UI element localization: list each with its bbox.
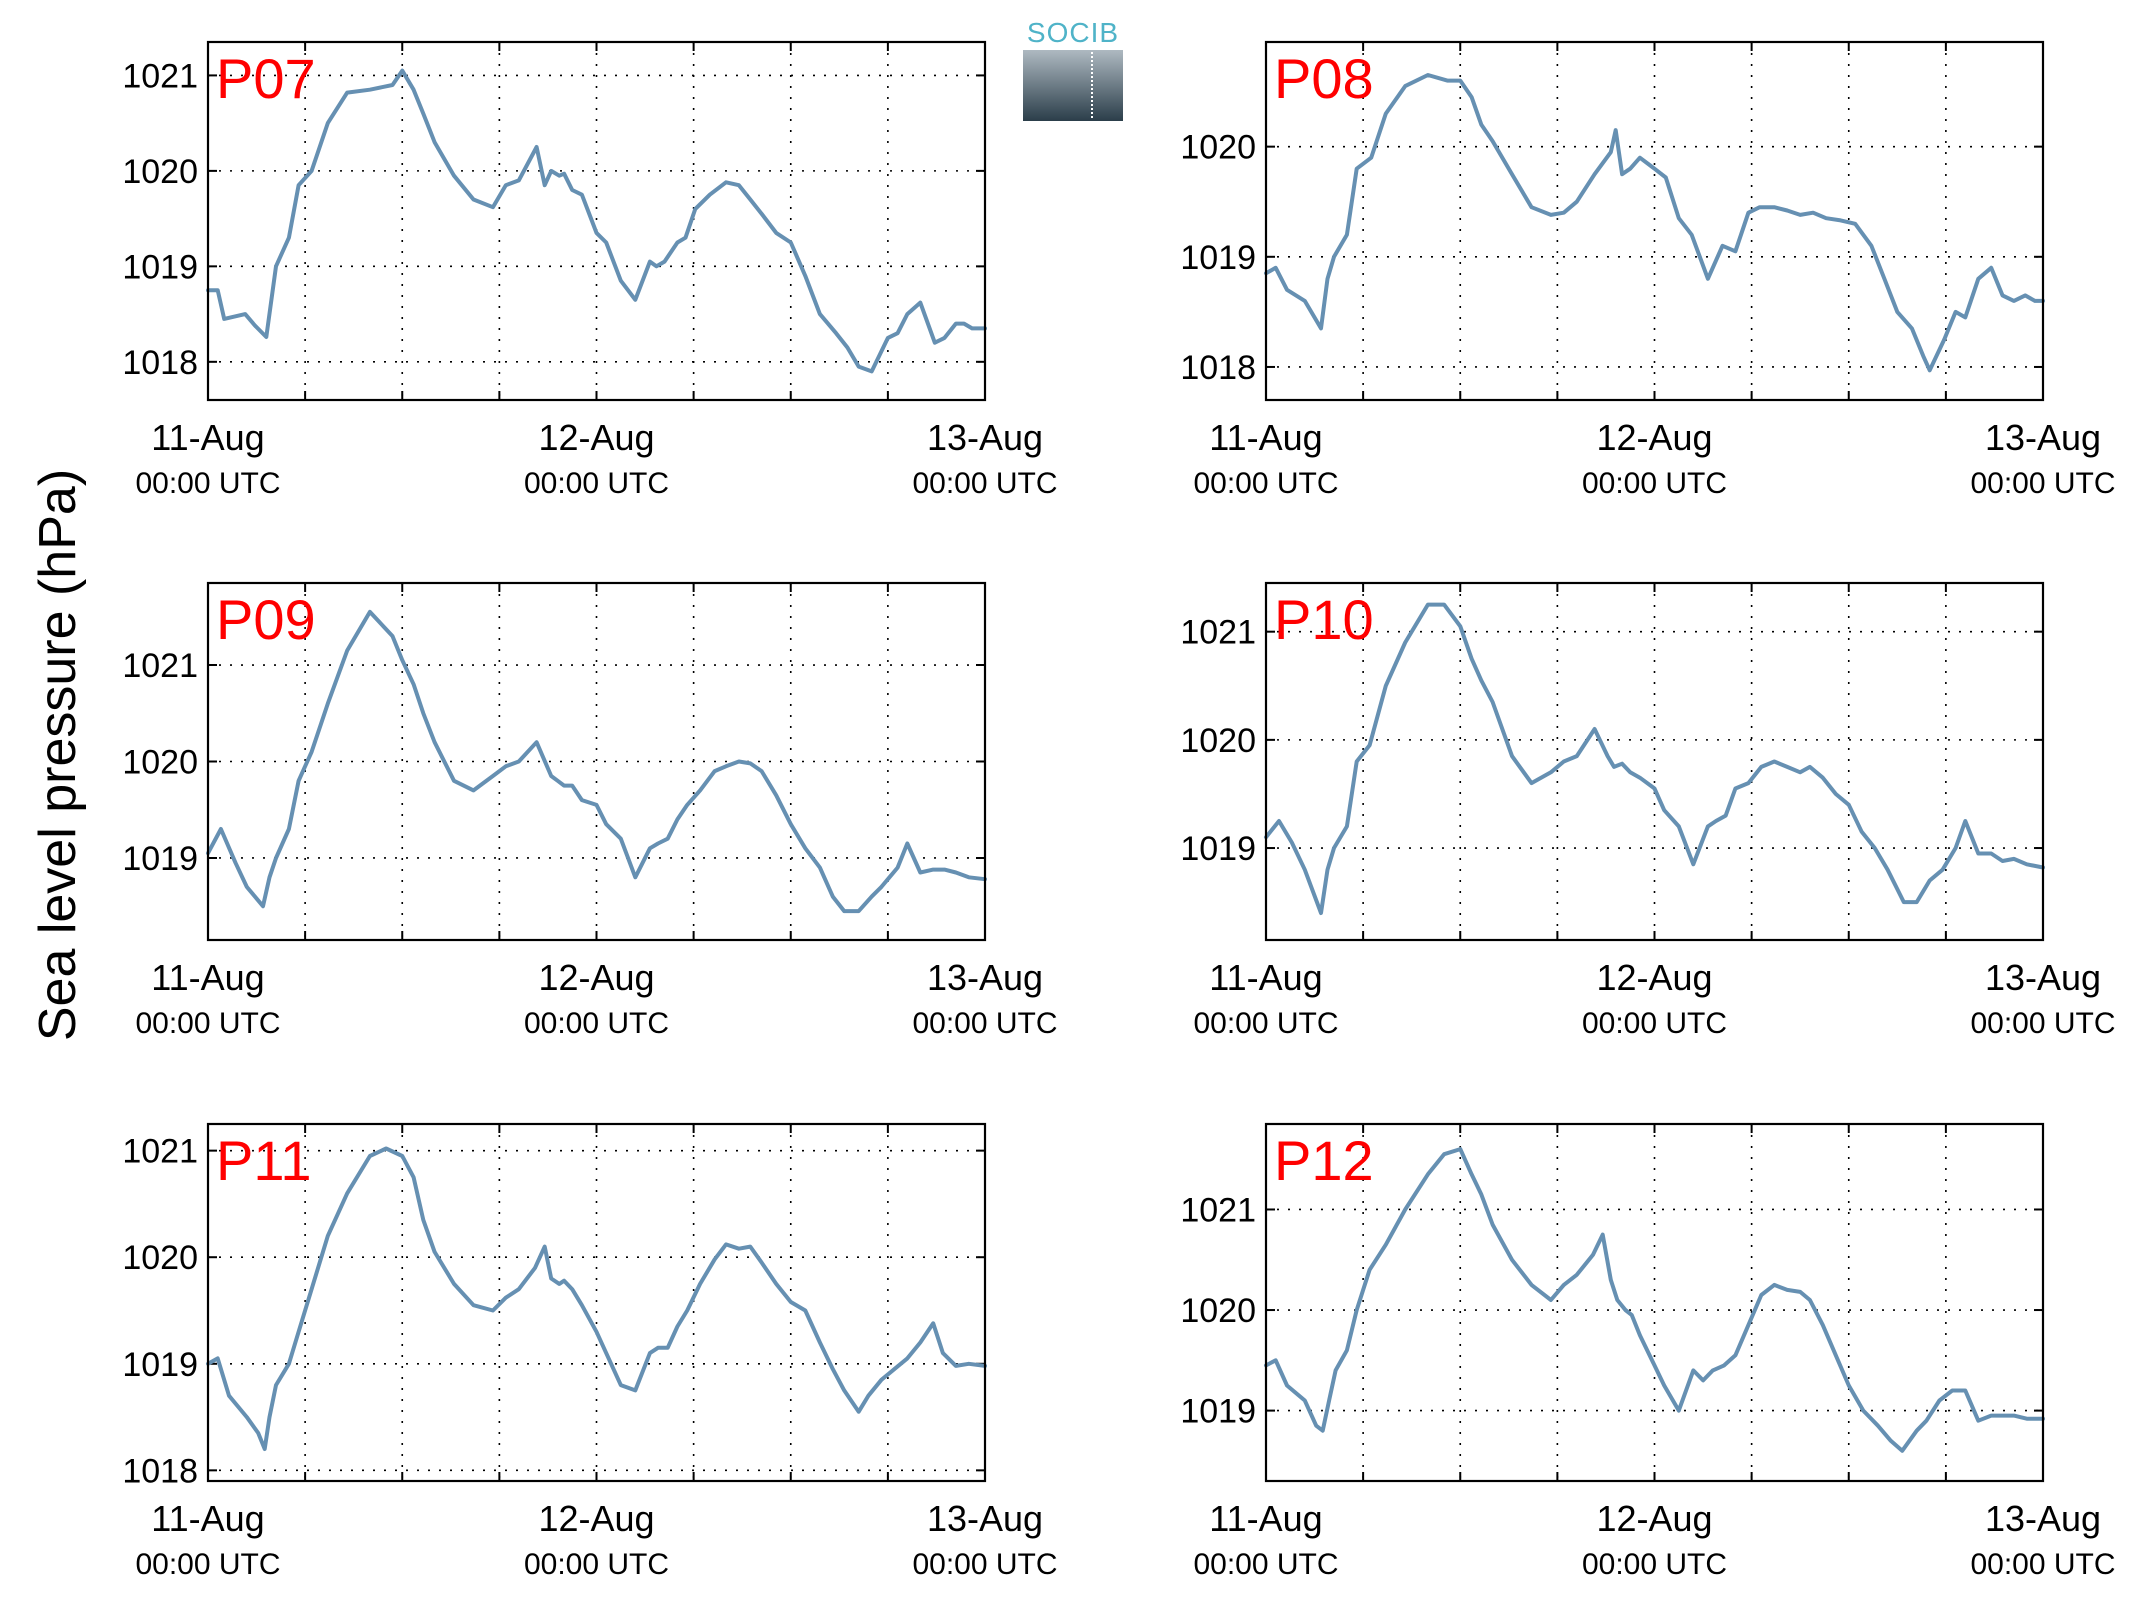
x-tick-label-date: 13-Aug [1985, 417, 2101, 458]
x-tick-label-time: 00:00 UTC [1970, 1007, 2115, 1040]
panel-p12: 1019 1020 1021 11-Aug 00:00 UTC 12-Aug 00:00 U… [1180, 1122, 2116, 1581]
y-tick-label: 1018 [1180, 349, 1256, 387]
x-tick-label-time: 00:00 UTC [1582, 467, 1727, 500]
x-tick-label-time: 00:00 UTC [135, 1007, 280, 1040]
pressure-series-line [1264, 73, 2045, 373]
x-tick-label-time: 00:00 UTC [524, 1548, 669, 1581]
x-tick-label-date: 11-Aug [1209, 417, 1322, 458]
y-tick-label: 1020 [122, 153, 198, 191]
panel-p11: 1018 1019 1020 1021 11-Aug 00:00 UTC 12-Aug 00:… [122, 1122, 1058, 1581]
y-tick-label: 1021 [122, 57, 198, 95]
x-tick-label-date: 11-Aug [1209, 1498, 1322, 1539]
panel-title: P07 [216, 47, 316, 110]
x-tick-label-date: 12-Aug [1596, 417, 1712, 458]
x-tick-label-time: 00:00 UTC [1970, 1548, 2115, 1581]
y-tick-label: 1021 [1180, 614, 1256, 652]
pressure-series-line [206, 68, 987, 374]
x-tick-label-time: 00:00 UTC [1970, 467, 2115, 500]
x-tick-label-date: 13-Aug [1985, 1498, 2101, 1539]
panel-p10: 1019 1020 1021 11-Aug 00:00 UTC 12-Aug 00:00 U… [1180, 581, 2116, 1040]
y-tick-label: 1020 [1180, 129, 1256, 167]
x-tick-label-date: 12-Aug [538, 417, 654, 458]
pressure-series-line [1264, 602, 2045, 915]
x-tick-label-time: 00:00 UTC [912, 1007, 1057, 1040]
x-tick-label-date: 12-Aug [538, 1498, 654, 1539]
x-tick-label-date: 12-Aug [538, 957, 654, 998]
y-tick-label: 1019 [122, 248, 198, 286]
x-tick-label-time: 00:00 UTC [1193, 1548, 1338, 1581]
x-tick-label-date: 13-Aug [927, 417, 1043, 458]
x-tick-label-date: 11-Aug [151, 417, 264, 458]
panel-p09: 1019 1020 1021 11-Aug 00:00 UTC 12-Aug 00:00 U… [122, 581, 1058, 1040]
y-tick-label: 1020 [122, 744, 198, 782]
y-tick-label: 1018 [122, 344, 198, 382]
y-tick-label: 1019 [1180, 1393, 1256, 1431]
x-tick-label-date: 13-Aug [1985, 957, 2101, 998]
plot-frame [206, 581, 987, 942]
panel-p07: 1018 1019 1020 1021 11-Aug 00:00 UTC 12-Aug 00:… [122, 40, 1058, 500]
plot-frame [206, 40, 987, 402]
x-tick-label-date: 13-Aug [927, 957, 1043, 998]
plot-frame [206, 1122, 987, 1483]
pressure-series-line [206, 609, 987, 914]
x-tick-label-time: 00:00 UTC [912, 467, 1057, 500]
panel-title: P08 [1274, 47, 1374, 110]
pressure-series-line [1264, 1147, 2045, 1453]
panel-title: P09 [216, 588, 316, 651]
x-tick-label-time: 00:00 UTC [524, 1007, 669, 1040]
x-tick-label-date: 11-Aug [151, 957, 264, 998]
plot-frame [1264, 581, 2045, 942]
y-tick-label: 1020 [1180, 1292, 1256, 1330]
y-tick-label: 1021 [122, 647, 198, 685]
plot-frame [1264, 40, 2045, 402]
x-tick-label-time: 00:00 UTC [1582, 1007, 1727, 1040]
y-tick-label: 1020 [122, 1239, 198, 1277]
x-tick-label-time: 00:00 UTC [1582, 1548, 1727, 1581]
x-tick-label-date: 11-Aug [151, 1498, 264, 1539]
logo-graphic [1023, 50, 1123, 121]
x-tick-label-time: 00:00 UTC [1193, 467, 1338, 500]
x-tick-label-date: 13-Aug [927, 1498, 1043, 1539]
logo-text: SOCIB [1026, 17, 1120, 48]
y-tick-label: 1018 [122, 1452, 198, 1490]
x-tick-label-date: 11-Aug [1209, 957, 1322, 998]
panel-p08: 1018 1019 1020 11-Aug 00:00 UTC 12-Aug 00:00 U… [1180, 40, 2116, 500]
y-tick-label: 1019 [122, 840, 198, 878]
y-axis-label: Sea level pressure (hPa) [29, 468, 87, 1042]
plot-frame [1264, 1122, 2045, 1483]
pressure-series-line [206, 1146, 987, 1451]
x-tick-label-time: 00:00 UTC [524, 467, 669, 500]
x-tick-label-time: 00:00 UTC [135, 1548, 280, 1581]
panel-title: P10 [1274, 588, 1374, 651]
y-tick-label: 1019 [122, 1346, 198, 1384]
y-tick-label: 1020 [1180, 722, 1256, 760]
x-tick-label-time: 00:00 UTC [135, 467, 280, 500]
x-tick-label-date: 12-Aug [1596, 1498, 1712, 1539]
y-tick-label: 1019 [1180, 239, 1256, 277]
y-tick-label: 1021 [122, 1133, 198, 1171]
y-tick-label: 1021 [1180, 1191, 1256, 1229]
panel-title: P11 [216, 1129, 311, 1192]
y-tick-label: 1019 [1180, 830, 1256, 868]
logo-dashed-line [1091, 48, 1093, 118]
socib-logo: SOCIB [1023, 18, 1123, 121]
x-tick-label-date: 12-Aug [1596, 957, 1712, 998]
panel-title: P12 [1274, 1129, 1374, 1192]
x-tick-label-time: 00:00 UTC [1193, 1007, 1338, 1040]
x-tick-label-time: 00:00 UTC [912, 1548, 1057, 1581]
